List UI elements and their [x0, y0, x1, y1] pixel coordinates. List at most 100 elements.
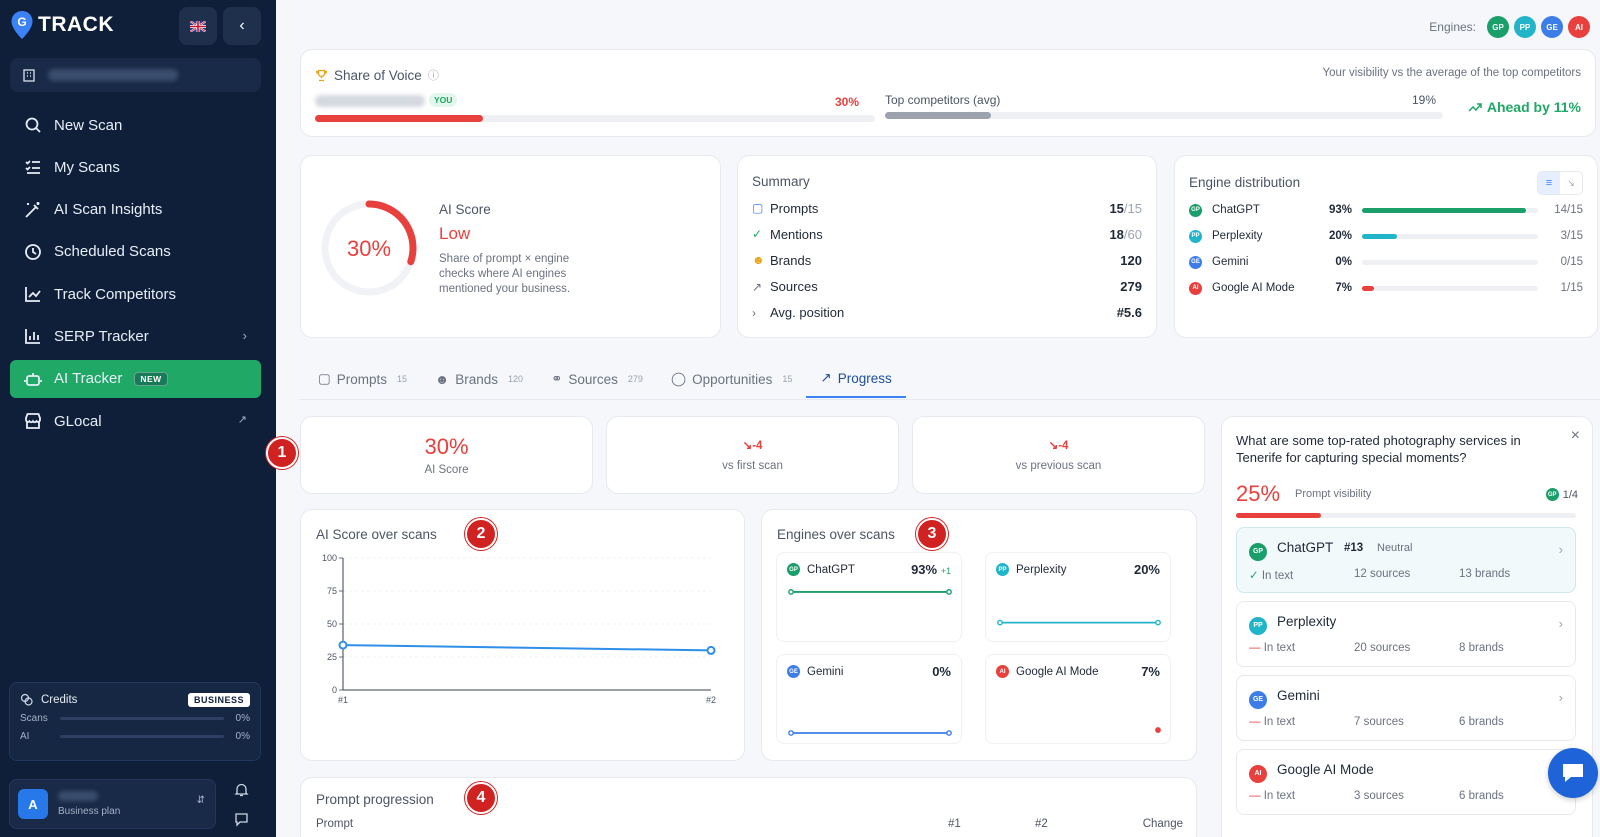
tab-sources[interactable]: ⚭ Sources 279	[537, 360, 657, 398]
sidebar-item-label: GLocal	[54, 412, 102, 430]
stat-ai-score: 30% AI Score	[300, 416, 593, 494]
engine-sources: 20 sources	[1354, 642, 1411, 654]
engine-delta: +1	[940, 566, 951, 576]
prompt-engine-row-perplexity[interactable]: PP Perplexity — In text 20 sources 8 bra…	[1236, 601, 1576, 667]
tab-bar: ▢ Prompts 15 ☻ Brands 120 ⚭ Sources 279 ◯ Oppor…	[304, 360, 906, 400]
sparkline-point	[1155, 619, 1161, 626]
engine-chip[interactable]: GE	[1541, 16, 1563, 38]
stat-vs-previous-scan: ↘-4 vs previous scan	[912, 416, 1205, 494]
credits-scans-row: Scans 0%	[20, 713, 250, 724]
list-view-icon[interactable]: ≡	[1538, 172, 1560, 194]
bulb-icon: ◯	[670, 371, 687, 386]
engine-rank: #13	[1344, 542, 1364, 554]
ai-score-ring-value: 30%	[346, 236, 392, 261]
close-icon[interactable]: ×	[1570, 427, 1580, 444]
credits-ai-row: AI 0%	[20, 731, 250, 742]
annotation-marker: 4	[465, 782, 497, 814]
sparkline-point	[788, 589, 794, 595]
prompt-visibility-label: Prompt visibility	[1295, 488, 1372, 500]
trend-icon: ↗	[820, 370, 832, 385]
tab-prompts[interactable]: ▢ Prompts 15	[304, 360, 421, 398]
ai-score-label: AI Score	[439, 202, 491, 217]
organization-selector[interactable]	[10, 58, 261, 92]
tab-opportunities[interactable]: ◯ Opportunities 15	[657, 360, 806, 398]
check-icon: ✓	[1249, 570, 1259, 582]
engine-brands: 6 brands	[1459, 790, 1504, 802]
engine-chip[interactable]: AI	[1568, 16, 1590, 38]
visibility-note: Your visibility vs the average of the to…	[1322, 67, 1581, 79]
tab-brands[interactable]: ☻ Brands 120	[421, 360, 537, 398]
engine-sparkline	[788, 730, 952, 736]
stat-first-label: vs first scan	[722, 460, 783, 472]
prompt-visibility-count: 1/4	[1562, 488, 1578, 501]
prompt-engine-row-google-ai-mode[interactable]: AI Google AI Mode — In text 3 sources 6 …	[1236, 749, 1576, 815]
sidebar-item-serp-tracker[interactable]: SERP Tracker ›	[10, 317, 261, 355]
competitors-bar	[885, 112, 1443, 119]
sidebar-item-new-scan[interactable]: New Scan	[10, 106, 261, 144]
engine-pct: 20%	[1133, 562, 1160, 577]
engine-chip[interactable]: GP	[1487, 16, 1509, 38]
sidebar-item-ai-scan-insights[interactable]: AI Scan Insights	[10, 191, 261, 229]
bar-chart-icon	[25, 329, 40, 345]
credits-ai-bar	[60, 735, 224, 738]
sidebar-item-track-competitors[interactable]: Track Competitors	[10, 275, 261, 313]
stat-vs-first-scan: ↘-4 vs first scan	[606, 416, 899, 494]
bell-icon[interactable]	[234, 782, 249, 801]
sidebar-item-label: New Scan	[54, 116, 123, 134]
summary-row-avg-position[interactable]: › Avg. position #5.6	[752, 300, 1142, 326]
sparkline-point	[788, 730, 794, 736]
engine-chip[interactable]: PP	[1514, 16, 1536, 38]
engine-distribution-row: AI Google AI Mode 7% 1/15	[1189, 275, 1583, 301]
credits-ai-label: AI	[20, 731, 30, 742]
prompt-progression-card: Prompt progression Prompt #1 #2 Change	[300, 777, 1197, 837]
chart-view-icon[interactable]: ↘	[1567, 177, 1575, 188]
y-tick-label: 75	[327, 586, 337, 596]
summary-value: 120	[1120, 252, 1142, 268]
y-tick-label: 25	[327, 652, 337, 662]
sidebar-item-ai-tracker[interactable]: AI Tracker NEW	[10, 359, 261, 398]
logo[interactable]: G TRACK	[10, 10, 114, 40]
y-tick-label: 50	[327, 619, 337, 629]
view-toggle: ≡ ↘	[1537, 171, 1583, 195]
tab-progress[interactable]: ↗ Progress	[806, 360, 906, 398]
uk-flag-icon	[190, 20, 206, 32]
trend-down-icon: ↘-4	[1048, 440, 1069, 452]
user-menu[interactable]: A Business plan ⇵	[9, 779, 216, 829]
tab-label: Prompts	[336, 371, 388, 387]
chat-widget-button[interactable]	[1548, 748, 1598, 798]
user-plan: Business plan	[58, 806, 121, 817]
engine-distribution-row: GE Gemini 0% 0/15	[1189, 249, 1583, 275]
sidebar-item-scheduled-scans[interactable]: Scheduled Scans	[10, 233, 261, 271]
minus-icon: —	[1249, 716, 1261, 728]
summary-value: 18	[1109, 226, 1124, 242]
collapse-sidebar-button[interactable]: ‹	[223, 7, 261, 45]
share-of-voice-card: Share of Voice ⓘ YOU 30% Top competitors…	[300, 49, 1596, 137]
prompt-visibility-value: 25%	[1236, 481, 1281, 506]
users-icon: ☻	[435, 371, 450, 387]
engine-name: ChatGPT	[807, 563, 855, 576]
engine-icon: GP	[1249, 542, 1267, 561]
info-icon[interactable]: ⓘ	[427, 70, 439, 82]
list-check-icon	[25, 160, 40, 175]
stat-score-value: 30%	[424, 434, 469, 459]
engine-count: 1/15	[1560, 282, 1583, 294]
stat-prev-delta: -4	[1058, 440, 1069, 452]
engine-icon: GP	[1545, 488, 1559, 501]
sparkline-point	[1155, 727, 1161, 733]
ai-score-card: 30% AI Score Low Share of prompt × engin…	[300, 155, 721, 338]
trophy-icon	[315, 69, 328, 81]
chevron-right-icon: ›	[752, 305, 756, 320]
sidebar-item-my-scans[interactable]: My Scans	[10, 148, 261, 186]
engine-distribution-row: PP Perplexity 20% 3/15	[1189, 223, 1583, 249]
link-icon: ⚭	[551, 371, 563, 386]
prompt-engine-row-chatgpt[interactable]: GP ChatGPT #13 Neutral ✓ In text 12 sour…	[1236, 527, 1576, 593]
sidebar-item-label: My Scans	[54, 158, 120, 176]
data-point	[706, 645, 716, 655]
prompt-engine-row-gemini[interactable]: GE Gemini — In text 7 sources 6 brands ›	[1236, 675, 1576, 741]
tab-label: Brands	[455, 371, 499, 387]
language-button[interactable]	[179, 7, 217, 45]
sidebar-item-glocal[interactable]: GLocal ↗	[10, 402, 261, 440]
engine-pct: 7%	[1141, 664, 1160, 679]
engine-icon: PP	[1249, 616, 1267, 635]
chat-bubble-icon[interactable]	[234, 812, 249, 831]
